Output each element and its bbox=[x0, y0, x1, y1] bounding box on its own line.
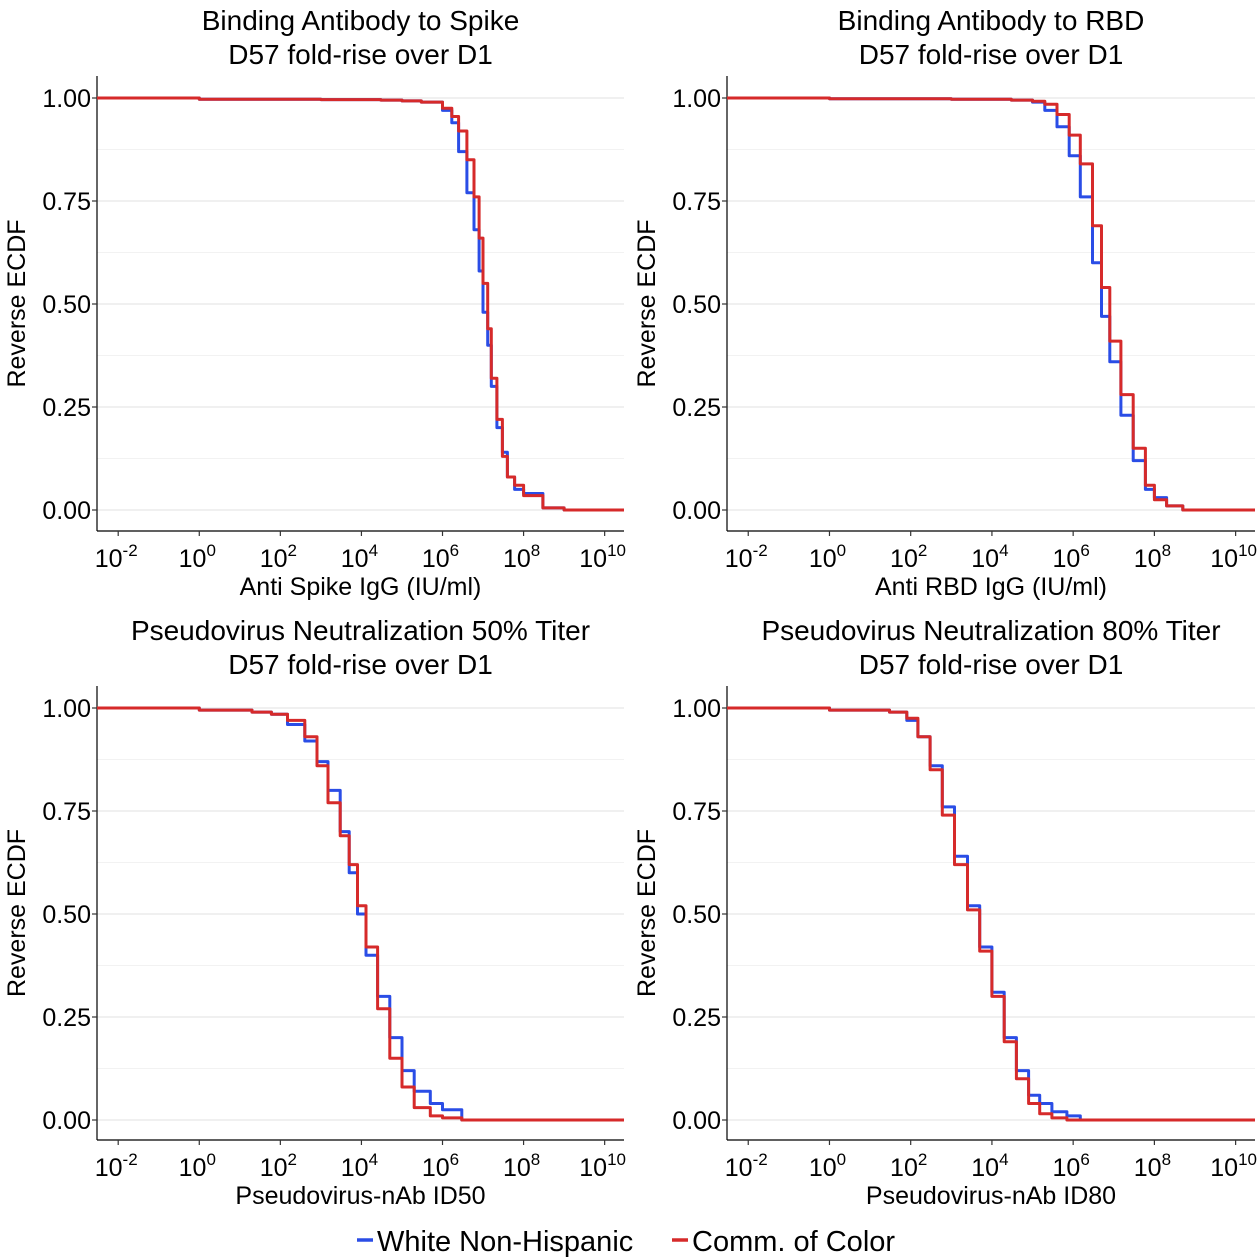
y-axis-title: Reverse ECDF bbox=[3, 219, 31, 387]
x-tick-label: 102 bbox=[260, 541, 297, 573]
y-tick-label: 1.00 bbox=[42, 85, 91, 113]
chart-title: Binding Antibody to RBD bbox=[838, 5, 1145, 36]
chart-panel-1: 0.00 0.25 0.50 0.75 1.00 10-2 100 102 104 106 108 1… bbox=[3, 5, 626, 601]
x-tick-label: 1010 bbox=[579, 541, 626, 573]
chart-title: Pseudovirus Neutralization 80% Titer bbox=[761, 615, 1220, 646]
x-tick-label: 102 bbox=[260, 1150, 297, 1182]
chart-title: Binding Antibody to Spike bbox=[202, 5, 520, 36]
x-tick-label: 10-2 bbox=[725, 541, 768, 573]
x-tick-label: 100 bbox=[809, 541, 846, 573]
y-tick-label: 0.75 bbox=[672, 798, 721, 826]
y-tick-label: 0.25 bbox=[672, 394, 721, 422]
x-tick-label: 104 bbox=[971, 541, 1008, 573]
y-tick-label: 1.00 bbox=[42, 695, 91, 723]
x-tick-label: 10-2 bbox=[95, 1150, 138, 1182]
x-tick-label: 108 bbox=[503, 1150, 540, 1182]
y-tick-label: 0.75 bbox=[672, 188, 721, 216]
x-tick-label: 1010 bbox=[579, 1150, 626, 1182]
y-tick-label: 0.50 bbox=[42, 291, 91, 319]
x-tick-label: 1010 bbox=[1210, 1150, 1257, 1182]
x-tick-label: 100 bbox=[809, 1150, 846, 1182]
chart-subtitle: D57 fold-rise over D1 bbox=[859, 39, 1124, 70]
legend: White Non-Hispanic Comm. of Color bbox=[357, 1226, 895, 1258]
series-line-comm-of-color bbox=[727, 706, 1255, 1122]
x-tick-label: 10-2 bbox=[95, 541, 138, 573]
chart-panel-2: 0.00 0.25 0.50 0.75 1.00 10-2 100 102 104 106 108 1… bbox=[633, 5, 1257, 601]
chart-panel-4: 0.00 0.25 0.50 0.75 1.00 10-2 100 102 104 106 108 1… bbox=[633, 615, 1257, 1210]
x-tick-label: 106 bbox=[422, 1150, 459, 1182]
chart-panel-3: 0.00 0.25 0.50 0.75 1.00 10-2 100 102 104 106 108 1… bbox=[3, 615, 626, 1210]
x-tick-label: 106 bbox=[422, 541, 459, 573]
x-tick-label: 104 bbox=[341, 1150, 378, 1182]
legend-label: Comm. of Color bbox=[692, 1226, 895, 1258]
x-tick-label: 104 bbox=[341, 541, 378, 573]
x-tick-label: 100 bbox=[179, 1150, 216, 1182]
legend-label: White Non-Hispanic bbox=[377, 1226, 633, 1258]
x-axis-title: Anti RBD IgG (IU/ml) bbox=[875, 573, 1107, 601]
x-tick-label: 108 bbox=[1134, 1150, 1171, 1182]
y-tick-label: 0.50 bbox=[672, 901, 721, 929]
x-axis-title: Pseudovirus-nAb ID80 bbox=[866, 1182, 1116, 1210]
y-axis-title: Reverse ECDF bbox=[633, 219, 661, 387]
x-tick-label: 10-2 bbox=[725, 1150, 768, 1182]
x-tick-label: 100 bbox=[179, 541, 216, 573]
x-tick-label: 106 bbox=[1053, 541, 1090, 573]
x-axis-title: Pseudovirus-nAb ID50 bbox=[235, 1182, 485, 1210]
series-line-comm-of-color bbox=[97, 706, 624, 1122]
y-tick-label: 0.00 bbox=[672, 1107, 721, 1135]
series-line-comm-of-color bbox=[97, 96, 624, 512]
x-tick-label: 1010 bbox=[1210, 541, 1257, 573]
y-tick-label: 0.75 bbox=[42, 188, 91, 216]
chart-subtitle: D57 fold-rise over D1 bbox=[859, 649, 1124, 680]
y-tick-label: 0.50 bbox=[42, 901, 91, 929]
y-tick-label: 1.00 bbox=[672, 695, 721, 723]
y-axis-title: Reverse ECDF bbox=[3, 829, 31, 997]
chart-subtitle: D57 fold-rise over D1 bbox=[228, 39, 493, 70]
x-tick-label: 102 bbox=[890, 1150, 927, 1182]
chart-subtitle: D57 fold-rise over D1 bbox=[228, 649, 493, 680]
y-tick-label: 0.50 bbox=[672, 291, 721, 319]
x-tick-label: 108 bbox=[503, 541, 540, 573]
x-tick-label: 102 bbox=[890, 541, 927, 573]
chart-title: Pseudovirus Neutralization 50% Titer bbox=[131, 615, 590, 646]
series-line-comm-of-color bbox=[727, 96, 1255, 512]
y-tick-label: 0.75 bbox=[42, 798, 91, 826]
y-tick-label: 0.00 bbox=[42, 497, 91, 525]
x-tick-label: 108 bbox=[1134, 541, 1171, 573]
y-tick-label: 0.25 bbox=[42, 394, 91, 422]
x-axis-title: Anti Spike IgG (IU/ml) bbox=[240, 573, 482, 601]
x-tick-label: 104 bbox=[971, 1150, 1008, 1182]
x-tick-label: 106 bbox=[1053, 1150, 1090, 1182]
y-tick-label: 1.00 bbox=[672, 85, 721, 113]
y-tick-label: 0.00 bbox=[42, 1107, 91, 1135]
y-axis-title: Reverse ECDF bbox=[633, 829, 661, 997]
y-tick-label: 0.00 bbox=[672, 497, 721, 525]
y-tick-label: 0.25 bbox=[672, 1004, 721, 1032]
y-tick-label: 0.25 bbox=[42, 1004, 91, 1032]
